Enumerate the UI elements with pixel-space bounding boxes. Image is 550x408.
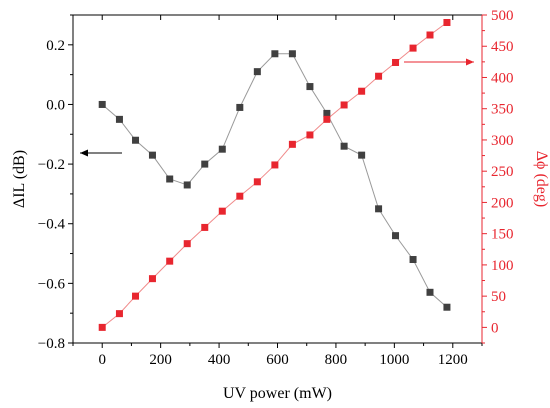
left-y-tick-label: 0.0 [46,97,65,113]
phase-data-point [218,207,226,215]
phase-data-point [253,178,261,186]
phase-data-point [148,275,156,283]
right-axis-arrow-head [466,58,474,66]
il-data-point [392,232,400,240]
phase-data-point [236,192,244,200]
il-data-point [253,68,261,76]
x-tick-label: 200 [149,352,172,368]
x-tick-label: 800 [325,352,348,368]
x-tick-label: 0 [98,352,106,368]
phase-data-point [306,131,314,139]
il-data-point [236,103,244,111]
il-data-point [166,175,174,183]
phase-data-point [340,101,348,109]
il-data-point [288,50,296,58]
right-y-tick-label: 450 [491,39,514,55]
phase-data-point [183,240,191,248]
right-y-tick-label: 500 [491,8,514,24]
phase-data-point [98,323,106,331]
il-data-point [358,151,366,159]
phase-data-point [426,31,434,39]
left-y-tick-label: −0.4 [38,217,66,233]
right-y-tick-label: 50 [491,289,506,305]
right-y-tick-label: 300 [491,133,514,149]
x-tick-label: 1200 [438,352,468,368]
il-data-point [98,100,106,108]
il-data-point [443,303,451,311]
il-data-point [183,181,191,189]
phase-data-point [409,44,417,52]
il-data-point [306,83,314,91]
phase-data-point [358,87,366,95]
right-y-tick-label: 200 [491,195,514,211]
il-data-point [426,288,434,296]
left-y-axis-title: ΔIL (dB) [11,150,28,208]
il-data-point [148,151,156,159]
right-y-tick-label: 250 [491,164,514,180]
left-y-tick-label: −0.8 [38,336,65,352]
right-y-tick-label: 100 [491,258,514,274]
left-y-tick-label: 0.2 [46,38,65,54]
phase-data-point [288,140,296,148]
il-data-point [218,145,226,153]
left-y-tick-label: −0.6 [38,276,66,292]
x-axis-title: UV power (mW) [223,385,332,402]
phase-data-point [323,115,331,123]
il-data-point [409,256,417,264]
x-tick-label: 1000 [379,352,409,368]
phase-data-point [132,292,140,300]
x-tick-label: 400 [208,352,231,368]
phase-data-point [166,257,174,265]
right-y-tick-label: 350 [491,102,514,118]
left-y-tick-label: −0.2 [38,157,65,173]
il-data-point [340,142,348,150]
phase-data-point [392,58,400,66]
il-series-line [101,53,448,308]
phase-data-point [201,223,209,231]
il-data-point [323,109,331,117]
x-tick-label: 600 [266,352,289,368]
right-y-tick-label: 0 [491,320,499,336]
il-data-point [201,160,209,168]
phase-data-point [115,310,123,318]
il-data-point [375,205,383,213]
right-y-tick-label: 150 [491,227,514,243]
right-y-axis-title: Δϕ (deg) [533,151,550,207]
phase-data-point [271,161,279,169]
right-y-tick-label: 400 [491,70,514,86]
phase-data-point [375,72,383,80]
il-data-point [132,136,140,144]
il-data-point [271,50,279,58]
left-axis-arrow-head [80,149,88,157]
phase-data-point [443,18,451,26]
il-data-point [115,115,123,123]
